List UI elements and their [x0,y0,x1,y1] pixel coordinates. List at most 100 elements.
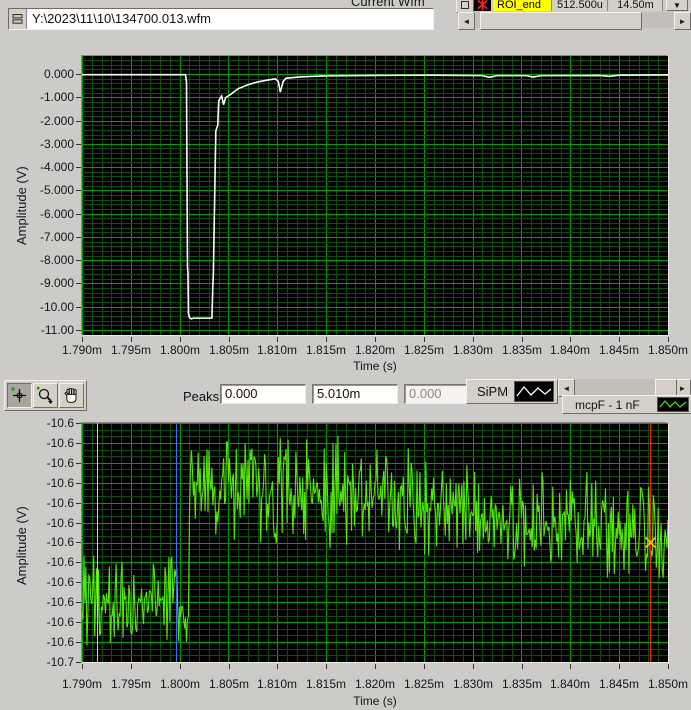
y-tick-label: -11.00 [40,323,74,337]
top-scrollbar[interactable]: ◄ ► [458,12,691,30]
axis-tick-mark [229,337,230,342]
y-tick-label: 0.000 [43,67,74,81]
axis-tick-mark [180,337,181,342]
axis-tick-mark [76,622,81,623]
axis-tick-mark [277,664,278,669]
axis-tick-mark [424,664,425,669]
path-icon[interactable] [9,9,27,29]
x-tick-label: 1.790m [61,343,103,357]
legend-mcp-waveform-icon[interactable] [657,397,689,412]
legend-scrollbar-track[interactable] [575,379,677,397]
y-tick-label: -10.6 [46,496,74,510]
scroll-right-icon[interactable]: ► [674,12,691,30]
graph-palette [4,380,87,411]
axis-tick-mark [76,642,81,643]
x-tick-label: 1.795m [110,677,152,691]
x-tick-label: 1.795m [110,343,152,357]
x-tick-label: 1.805m [208,343,250,357]
axis-tick-mark [76,97,81,98]
axis-tick-mark [76,503,81,504]
path-control[interactable]: Y:\2023\11\10\134700.013.wfm [8,8,434,30]
y-tick-label: -10.7 [46,655,74,669]
legend-scrollbar[interactable]: ◄ ► [558,379,691,397]
x-tick-label: 1.815m [305,343,347,357]
axis-tick-mark [76,190,81,191]
axis-tick-mark [131,337,132,342]
x-tick-label: 1.820m [354,677,396,691]
waveform-graph-1[interactable] [82,56,668,335]
legend-sipm-waveform-icon[interactable] [514,381,554,402]
legend-sipm-label[interactable]: SiPM [477,384,509,399]
x-tick-label: 1.815m [305,677,347,691]
y-tick-label: -10.6 [46,595,74,609]
y-tick-label: -10.6 [46,416,74,430]
y-tick-label: -10.6 [46,456,74,470]
y-tick-label: -9.000 [39,276,74,290]
peaks-label: Peaks [183,389,220,404]
x-tick-label: 1.830m [452,677,494,691]
axis-tick-mark [76,167,81,168]
axis-tick-mark [473,337,474,342]
waveform-graph-2[interactable] [82,423,668,662]
axis-tick-mark [522,337,523,342]
axis-tick-mark [76,423,81,424]
legend-mcp[interactable]: mcpF - 1 nF [562,395,691,414]
axis-tick-mark [131,664,132,669]
cursor-marker-roi_end[interactable] [644,536,657,549]
waveform-graph-2-canvas[interactable] [82,423,668,662]
axis-tick-mark [570,664,571,669]
axis-tick-mark [522,664,523,669]
axis-tick-mark [76,443,81,444]
cursor-x-value-cell: 512.500u [553,0,608,11]
axis-tick-mark [76,483,81,484]
x-tick-label: 1.830m [452,343,494,357]
axis-tick-mark [76,463,81,464]
cursor-y-value-cell: 14.50m [609,0,663,11]
axis-tick-mark [82,337,83,342]
x-tick-label: 1.800m [159,677,201,691]
x-tick-label: 1.845m [598,343,640,357]
graph2-x-axis-label: Time (s) [353,694,397,708]
axis-tick-mark [76,523,81,524]
axis-tick-mark [326,664,327,669]
pan-tool-button[interactable] [59,383,84,408]
waveform-graph-1-canvas[interactable] [82,56,668,335]
axis-tick-mark [375,337,376,342]
x-tick-label: 1.820m [354,343,396,357]
path-value[interactable]: Y:\2023\11\10\134700.013.wfm [32,11,212,26]
cursor-tool-button[interactable] [7,383,32,408]
cursor-legend-dropdown-button[interactable]: ▼ [666,0,688,11]
top-scrollbar-thumb[interactable] [480,12,642,30]
axis-tick-mark [76,74,81,75]
axis-tick-mark [619,664,620,669]
x-tick-label: 1.825m [403,677,445,691]
axis-tick-mark [76,330,81,331]
graph1-x-axis-label: Time (s) [353,359,397,373]
x-tick-label: 1.850m [647,343,689,357]
waveform-trace-sipm [82,73,668,320]
legend-mcp-label[interactable]: mcpF - 1 nF [575,397,640,412]
axis-tick-mark [76,662,81,663]
peaks-field-1[interactable] [220,384,306,404]
y-tick-label: -10.6 [46,555,74,569]
axis-tick-mark [76,260,81,261]
axis-tick-mark [473,664,474,669]
axis-tick-mark [424,337,425,342]
current-wfm-label: Current Wfm [351,0,425,9]
y-tick-label: -10.00 [39,300,74,314]
axis-tick-mark [76,542,81,543]
scroll-left-icon[interactable]: ◄ [458,12,475,30]
zoom-tool-button[interactable] [33,383,58,408]
cursor-name-cell[interactable]: ROI_end [493,0,552,11]
peaks-field-2[interactable] [312,384,398,404]
y-tick-label: -6.000 [39,207,74,221]
axis-tick-mark [229,664,230,669]
axis-tick-mark [76,562,81,563]
legend-sipm[interactable]: SiPM [466,379,558,404]
y-tick-label: -4.000 [39,160,74,174]
top-scrollbar-track[interactable] [475,12,674,30]
y-tick-label: -5.000 [39,183,74,197]
axis-tick-mark [326,337,327,342]
y-tick-label: -3.000 [39,137,74,151]
cursor-style-icon[interactable] [474,0,491,11]
